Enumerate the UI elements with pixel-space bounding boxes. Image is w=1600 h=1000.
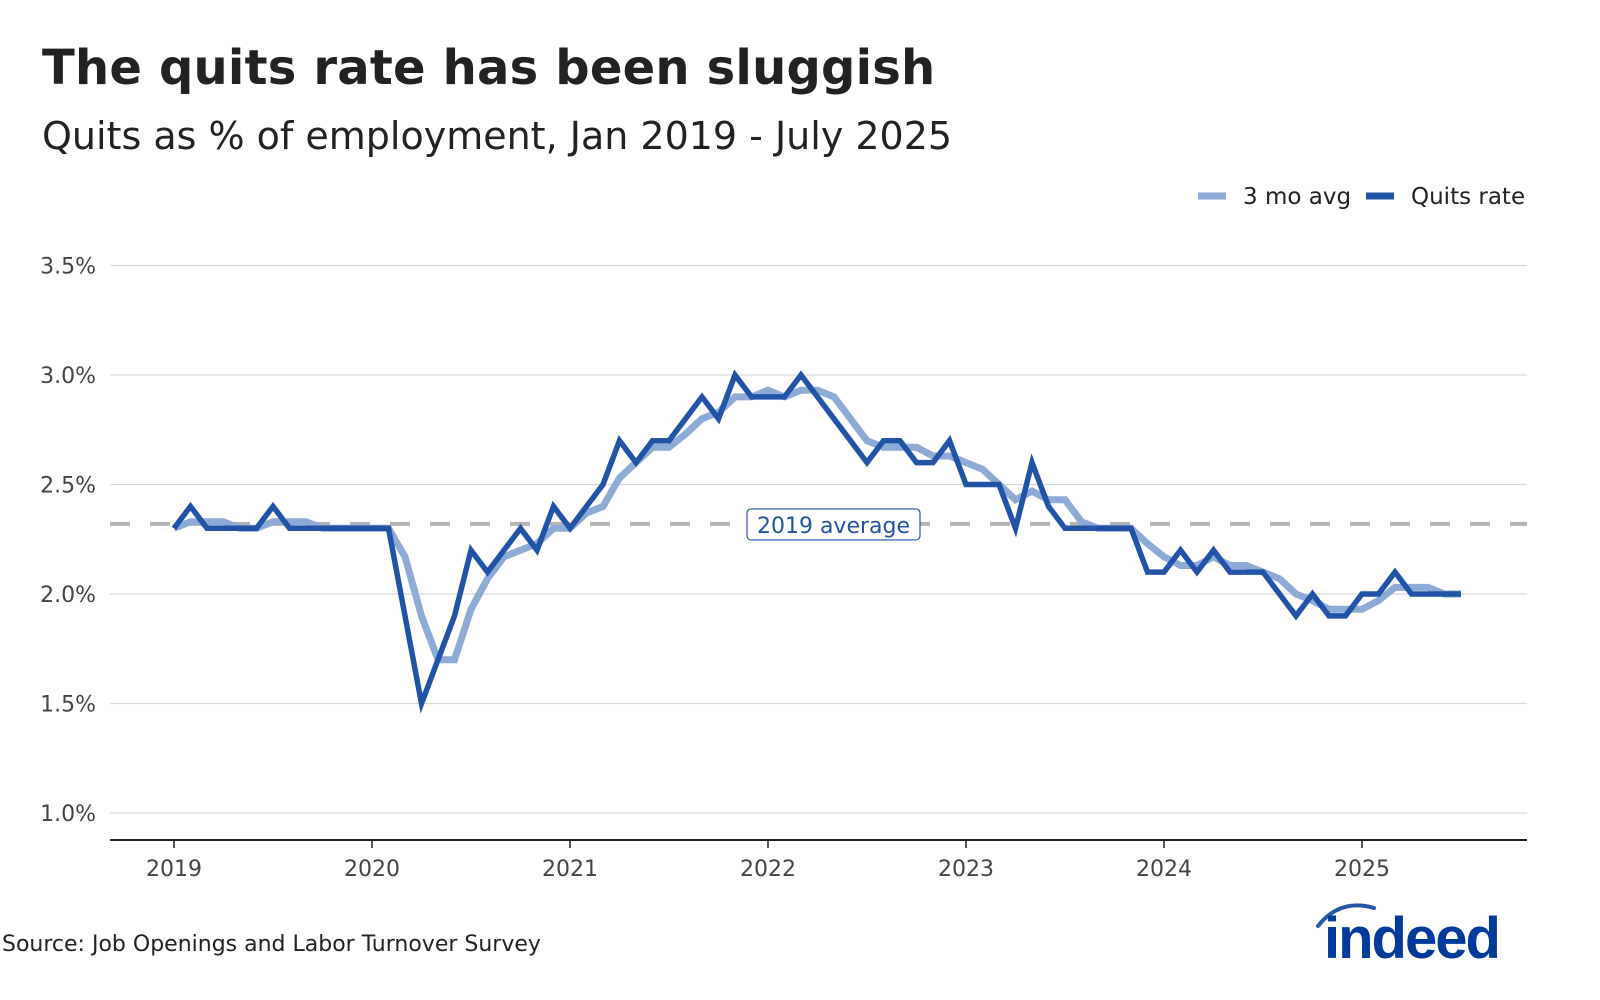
chart-title: The quits rate has been sluggish (42, 40, 936, 96)
source-note: Source: Job Openings and Labor Turnover … (2, 932, 541, 957)
chart-subtitle: Quits as % of employment, Jan 2019 - Jul… (42, 114, 953, 158)
x-tick-label: 2025 (1334, 857, 1390, 882)
x-tick-label: 2021 (542, 857, 598, 882)
reference-label-box (746, 508, 921, 541)
y-tick-label: 1.0% (40, 802, 96, 827)
x-tick-label: 2020 (344, 857, 400, 882)
y-tick-label: 3.5% (40, 255, 96, 280)
legend-label: 3 mo avg (1243, 184, 1351, 210)
svg-text:indeed: indeed (1324, 906, 1499, 966)
indeed-logo: indeed (1316, 903, 1501, 966)
legend: 3 mo avg Quits rate (1198, 184, 1525, 210)
y-tick-label: 2.5% (40, 474, 96, 499)
y-tick-label: 3.0% (40, 364, 96, 389)
x-tick-label: 2024 (1136, 857, 1192, 882)
x-tick-label: 2019 (146, 857, 202, 882)
y-tick-label: 1.5% (40, 693, 96, 718)
x-tick-label: 2023 (938, 857, 994, 882)
y-tick-label: 2.0% (40, 583, 96, 608)
reference-label: 2019 average (757, 514, 910, 539)
x-tick-label: 2022 (740, 857, 796, 882)
legend-label: Quits rate (1411, 184, 1525, 210)
